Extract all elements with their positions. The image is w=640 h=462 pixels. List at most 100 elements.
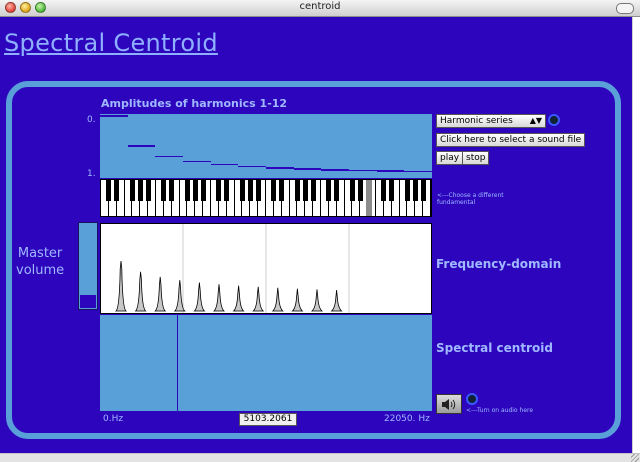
piano-black-key[interactable] bbox=[106, 180, 112, 201]
piano-black-key[interactable] bbox=[326, 180, 332, 201]
piano-black-key[interactable] bbox=[412, 180, 418, 201]
frequency-domain-display bbox=[100, 223, 432, 314]
harmonic-amplitude-bar[interactable] bbox=[210, 163, 239, 166]
piano-keyboard[interactable] bbox=[100, 179, 432, 217]
piano-black-key[interactable] bbox=[114, 180, 120, 201]
harmonic-amplitudes-multislider[interactable] bbox=[100, 114, 432, 178]
piano-black-key[interactable] bbox=[381, 180, 387, 201]
spectrum-peak bbox=[330, 290, 343, 312]
spectrum-peak bbox=[114, 260, 128, 312]
piano-black-key[interactable] bbox=[192, 180, 198, 201]
piano-black-key[interactable] bbox=[279, 180, 285, 201]
piano-white-key[interactable] bbox=[258, 180, 266, 216]
frequency-domain-label: Frequency-domain bbox=[436, 257, 562, 271]
horizontal-scrollbar[interactable] bbox=[0, 453, 640, 462]
piano-black-key[interactable] bbox=[224, 180, 230, 201]
select-sound-file-button[interactable]: Click here to select a sound file bbox=[436, 133, 586, 147]
piano-black-key[interactable] bbox=[129, 180, 135, 201]
spectrum-peak bbox=[173, 280, 186, 312]
spectrum-peak bbox=[291, 288, 304, 312]
piano-black-key[interactable] bbox=[357, 180, 363, 201]
piano-black-key[interactable] bbox=[169, 180, 175, 201]
master-volume-label-line1: Master bbox=[17, 246, 63, 261]
spectrum-plot bbox=[114, 224, 350, 313]
piano-black-key[interactable] bbox=[420, 180, 426, 201]
window-title: centroid bbox=[299, 1, 341, 12]
piano-white-key[interactable] bbox=[148, 180, 156, 216]
piano-black-key[interactable] bbox=[216, 180, 222, 201]
window-titlebar: centroid bbox=[0, 0, 640, 17]
piano-black-key[interactable] bbox=[349, 180, 355, 201]
stop-button[interactable]: stop bbox=[462, 151, 490, 165]
preset-select-value: Harmonic series bbox=[440, 116, 513, 126]
piano-black-key[interactable] bbox=[302, 180, 308, 201]
piano-black-key[interactable] bbox=[145, 180, 151, 201]
master-volume-label: Master volume bbox=[16, 245, 64, 279]
amp-tick-bottom: 1. bbox=[87, 169, 96, 179]
piano-selected-key[interactable] bbox=[365, 180, 372, 216]
piano-black-key[interactable] bbox=[334, 180, 340, 201]
piano-white-key[interactable] bbox=[423, 180, 431, 216]
harmonic-amplitude-bar[interactable] bbox=[238, 165, 266, 168]
spectrum-peak bbox=[212, 284, 226, 312]
spectrum-peak bbox=[154, 276, 167, 312]
piano-white-key[interactable] bbox=[203, 180, 211, 216]
piano-black-key[interactable] bbox=[294, 180, 300, 201]
piano-black-key[interactable] bbox=[271, 180, 277, 201]
spectrum-peak bbox=[310, 289, 324, 312]
master-volume-slider[interactable] bbox=[78, 222, 98, 310]
harmonic-amplitude-bar[interactable] bbox=[155, 155, 183, 158]
piano-white-key[interactable] bbox=[368, 180, 376, 216]
master-volume-label-line2: volume bbox=[16, 263, 65, 278]
harmonic-amplitude-bar[interactable] bbox=[100, 115, 128, 117]
patcher-canvas: Spectral Centroid Amplitudes of harmonic… bbox=[0, 17, 632, 453]
piano-black-key[interactable] bbox=[247, 180, 253, 201]
piano-black-key[interactable] bbox=[200, 180, 206, 201]
harmonic-amplitude-bar[interactable] bbox=[349, 169, 377, 172]
vertical-scrollbar[interactable] bbox=[632, 17, 640, 453]
piano-black-key[interactable] bbox=[239, 180, 245, 201]
piano-white-key[interactable] bbox=[336, 180, 345, 216]
piano-black-key[interactable] bbox=[161, 180, 167, 201]
preset-select[interactable]: Harmonic series ▲▼ bbox=[436, 114, 546, 128]
toolbar-toggle-button[interactable] bbox=[616, 3, 634, 14]
piano-white-key[interactable] bbox=[281, 180, 290, 216]
speaker-icon bbox=[442, 399, 456, 410]
piano-white-key[interactable] bbox=[226, 180, 235, 216]
piano-white-key[interactable] bbox=[313, 180, 321, 216]
harmonic-amplitude-bar[interactable] bbox=[376, 170, 405, 172]
zoom-icon[interactable] bbox=[35, 2, 46, 13]
piano-black-key[interactable] bbox=[404, 180, 410, 201]
close-icon[interactable] bbox=[5, 2, 16, 13]
harmonic-amplitude-bar[interactable] bbox=[127, 145, 156, 147]
play-button[interactable]: play bbox=[436, 151, 464, 165]
spectrum-peak bbox=[134, 271, 147, 312]
preset-toggle[interactable] bbox=[548, 114, 560, 126]
audio-on-button[interactable] bbox=[436, 394, 462, 414]
page-title[interactable]: Spectral Centroid bbox=[4, 29, 218, 57]
harmonic-amplitude-bar[interactable] bbox=[266, 167, 294, 169]
spectral-centroid-label: Spectral centroid bbox=[436, 341, 553, 355]
centroid-readout[interactable]: 5103.2061 bbox=[239, 413, 297, 426]
spectrum-peak bbox=[193, 282, 206, 312]
minimize-icon[interactable] bbox=[20, 2, 31, 13]
piano-black-key[interactable] bbox=[310, 180, 316, 201]
resize-grip-icon[interactable] bbox=[631, 454, 639, 462]
centroid-marker bbox=[177, 315, 179, 411]
chevron-updown-icon: ▲▼ bbox=[529, 116, 542, 125]
harmonic-amplitude-bar[interactable] bbox=[293, 168, 322, 170]
spectrum-peak bbox=[252, 286, 265, 312]
piano-white-key[interactable] bbox=[391, 180, 400, 216]
audio-toggle[interactable] bbox=[466, 393, 478, 405]
harmonic-amplitude-bar[interactable] bbox=[183, 160, 211, 163]
master-volume-fill bbox=[80, 295, 96, 308]
piano-black-key[interactable] bbox=[137, 180, 143, 201]
amp-tick-top: 0. bbox=[87, 115, 96, 125]
harmonic-amplitude-bar[interactable] bbox=[404, 170, 432, 173]
piano-white-key[interactable] bbox=[116, 180, 125, 216]
piano-black-key[interactable] bbox=[389, 180, 395, 201]
piano-black-key[interactable] bbox=[255, 180, 261, 201]
piano-black-key[interactable] bbox=[184, 180, 190, 201]
piano-white-key[interactable] bbox=[171, 180, 180, 216]
harmonic-amplitude-bar[interactable] bbox=[321, 169, 349, 171]
